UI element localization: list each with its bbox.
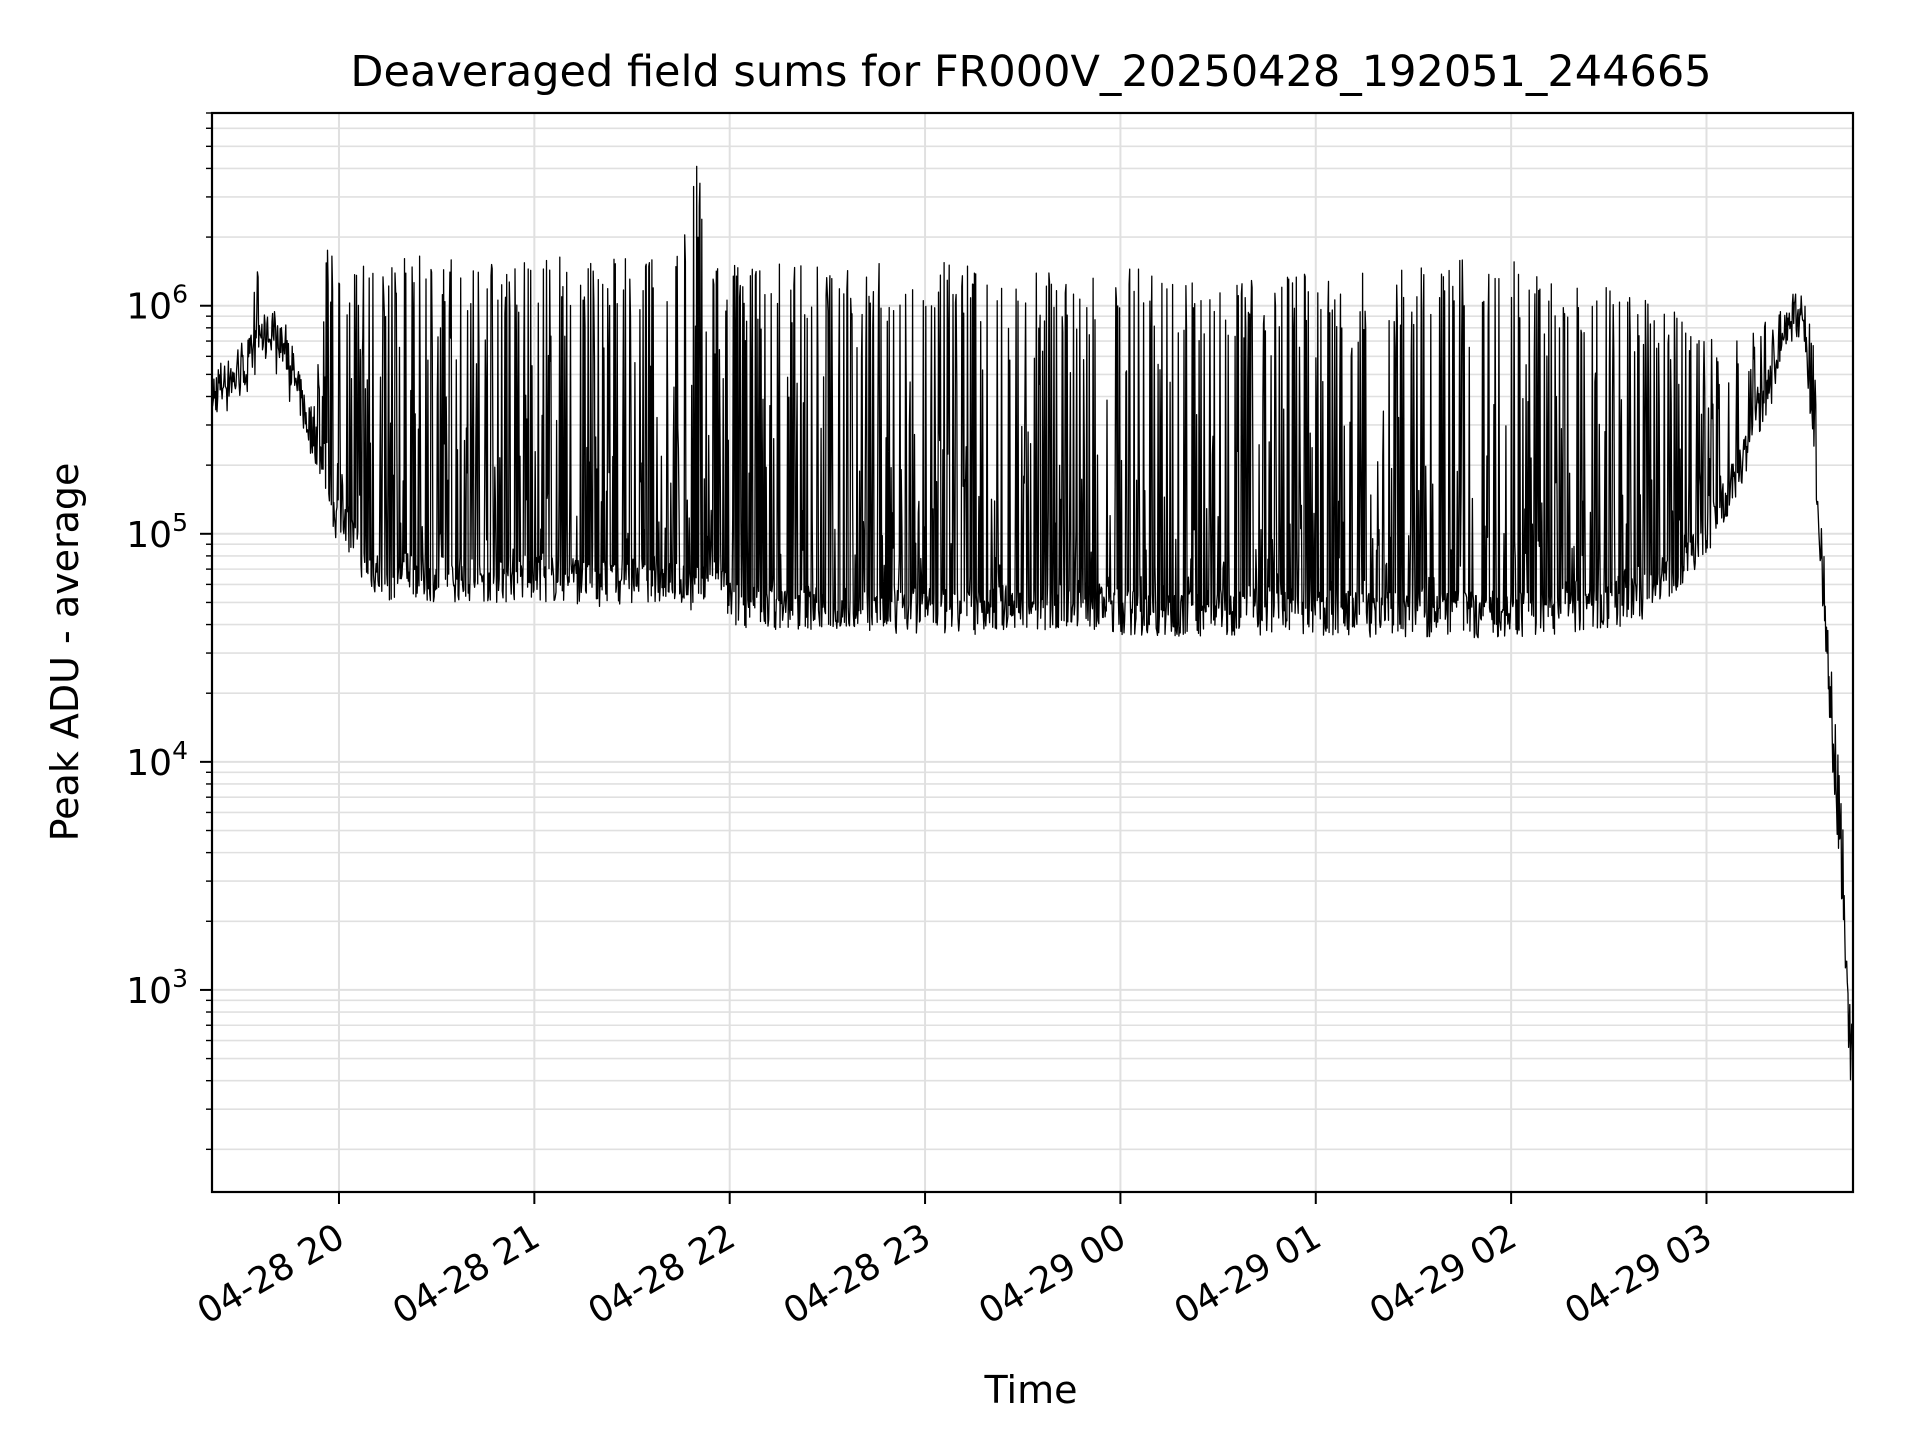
- y-tick-label: 106: [126, 280, 188, 328]
- y-tick-label: 104: [126, 736, 188, 784]
- y-axis: 103 104 105 106: [126, 112, 212, 1151]
- series-group: [211, 165, 1854, 1081]
- x-tick-label: 04-28 23: [777, 1216, 938, 1332]
- x-tick-label: 04-28 21: [386, 1216, 547, 1332]
- x-axis-label: Time: [984, 1368, 1078, 1412]
- horizontal-grid: [212, 112, 1853, 1151]
- x-tick-label: 04-29 00: [972, 1216, 1133, 1332]
- y-tick-label: 103: [126, 964, 188, 1012]
- x-tick-label: 04-29 02: [1363, 1216, 1524, 1332]
- x-tick-label: 04-29 01: [1168, 1216, 1329, 1332]
- y-tick-label: 105: [126, 508, 188, 556]
- x-tick-label: 04-28 20: [191, 1216, 352, 1332]
- x-tick-label: 04-29 03: [1558, 1216, 1719, 1332]
- vertical-grid: [337, 113, 1708, 1192]
- y-axis-label: Peak ADU - average: [43, 463, 87, 842]
- x-tick-label: 04-28 22: [582, 1216, 743, 1332]
- x-axis: 04-28 20 04-28 21 04-28 22 04-28 23 04-29 00…: [191, 1192, 1719, 1333]
- series-line: [211, 165, 1854, 1081]
- chart-title: Deaveraged field sums for FR000V_2025042…: [350, 47, 1711, 97]
